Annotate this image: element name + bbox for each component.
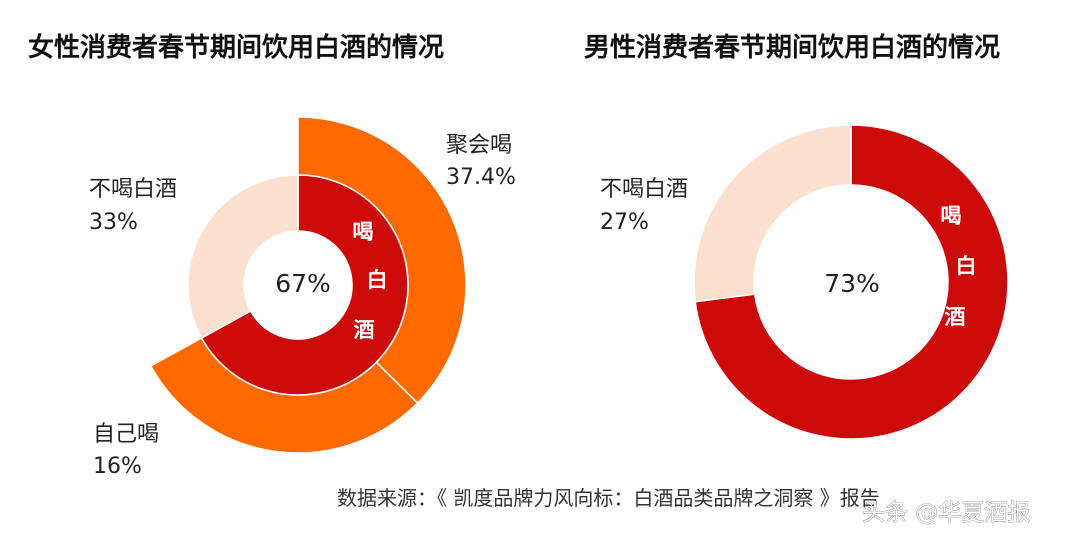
value-no-drink-male: 27%: [600, 210, 649, 235]
female-chart-title: 女性消费者春节期间饮用白酒的情况: [28, 32, 444, 63]
female-chart: 女性消费者春节期间饮用白酒的情况 喝 白 酒 67% 聚会喝 37.4% 不喝白…: [28, 32, 516, 479]
female-rings: [149, 116, 467, 454]
male-chart: 男性消费者春节期间饮用白酒的情况 喝 白 酒 73% 不喝白酒 27%: [584, 32, 1009, 440]
male-center-label: 73%: [824, 269, 880, 298]
female-inner-slice-no-drink: [187, 174, 299, 340]
male-vertical-label-2: 白: [956, 254, 977, 278]
male-chart-title: 男性消费者春节期间饮用白酒的情况: [584, 32, 1000, 63]
source-note: 数据来源：《 凯度品牌力风向标：白酒品类品牌之洞察 》报告: [337, 486, 880, 510]
female-center-label: 67%: [275, 269, 331, 298]
female-vertical-label-3: 酒: [354, 318, 375, 342]
label-party: 聚会喝: [446, 133, 512, 158]
label-no-drink-female: 不喝白酒: [89, 177, 177, 202]
male-rings: [693, 124, 1009, 440]
watermark: 头条 @华夏酒报: [862, 500, 1030, 526]
value-self: 16%: [93, 454, 142, 479]
male-slice-drink: [694, 124, 1009, 440]
female-vertical-label-1: 喝: [353, 220, 374, 244]
label-self: 自己喝: [93, 422, 159, 447]
label-no-drink-male: 不喝白酒: [600, 177, 688, 202]
female-vertical-label-2: 白: [367, 268, 388, 292]
female-inner-slice-drink: [200, 174, 409, 396]
value-party: 37.4%: [446, 165, 516, 190]
male-slice-no-drink: [693, 124, 852, 303]
value-no-drink-female: 33%: [89, 210, 138, 235]
male-vertical-label-1: 喝: [941, 204, 962, 228]
male-vertical-label-3: 酒: [945, 305, 966, 329]
